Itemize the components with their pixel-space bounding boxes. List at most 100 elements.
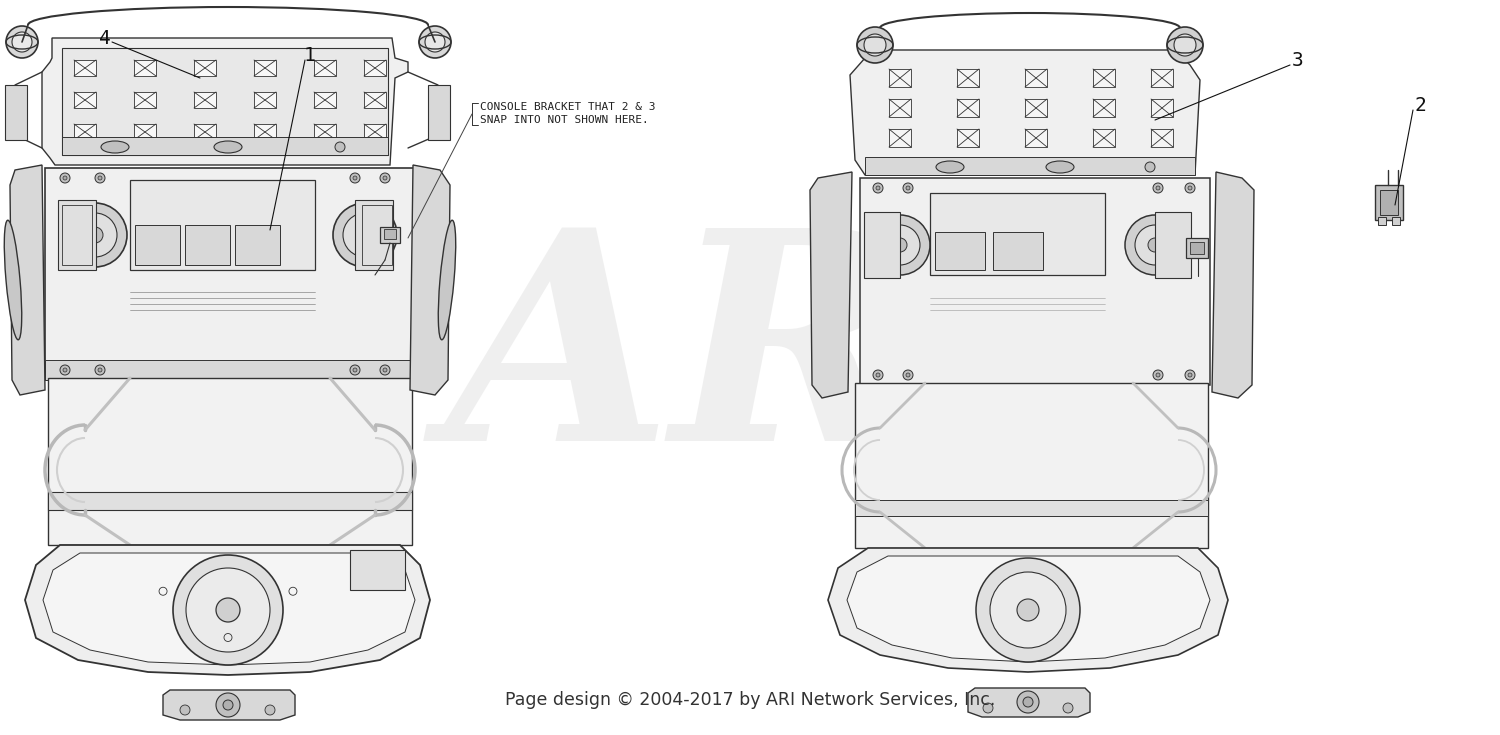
Circle shape (266, 705, 274, 715)
Bar (62, 205, 92, 265)
Circle shape (1125, 215, 1185, 275)
Bar (1150, 129, 1173, 147)
Circle shape (856, 27, 892, 63)
Circle shape (873, 183, 883, 193)
Circle shape (63, 203, 128, 267)
Bar (855, 383, 1208, 548)
Polygon shape (26, 545, 430, 675)
Circle shape (424, 32, 445, 52)
Circle shape (350, 365, 360, 375)
Bar (864, 212, 900, 278)
Circle shape (344, 213, 387, 257)
Bar (930, 193, 1106, 275)
Text: 1: 1 (304, 46, 316, 65)
Bar (1094, 69, 1114, 87)
Circle shape (352, 176, 357, 180)
Circle shape (1167, 27, 1203, 63)
Circle shape (1148, 238, 1162, 252)
Bar (58, 200, 96, 270)
Ellipse shape (438, 220, 456, 340)
Circle shape (74, 213, 117, 257)
Circle shape (382, 176, 387, 180)
Circle shape (903, 370, 914, 380)
Bar (254, 92, 276, 108)
Circle shape (6, 26, 38, 58)
Polygon shape (410, 165, 450, 395)
Circle shape (380, 365, 390, 375)
Bar (362, 205, 392, 265)
Polygon shape (1212, 172, 1254, 398)
Bar (134, 60, 156, 76)
Bar (45, 360, 416, 380)
Bar (254, 60, 276, 76)
Polygon shape (968, 688, 1090, 717)
Ellipse shape (4, 220, 21, 340)
Bar (236, 225, 280, 265)
Circle shape (1154, 370, 1162, 380)
Bar (135, 225, 180, 265)
Circle shape (906, 373, 910, 377)
Bar (1094, 99, 1114, 117)
Bar (384, 229, 396, 239)
Bar (1155, 212, 1191, 278)
Bar (184, 225, 230, 265)
Circle shape (60, 173, 70, 183)
Bar (74, 124, 96, 140)
Bar (194, 92, 216, 108)
Circle shape (1188, 373, 1192, 377)
Bar (1024, 99, 1047, 117)
Bar (356, 200, 393, 270)
Bar (855, 500, 1208, 516)
Polygon shape (850, 50, 1200, 175)
Bar (1024, 129, 1047, 147)
Circle shape (982, 703, 993, 713)
Text: CONSOLE BRACKET THAT 2 & 3: CONSOLE BRACKET THAT 2 & 3 (480, 102, 656, 112)
Bar (314, 60, 336, 76)
Polygon shape (42, 38, 408, 165)
Circle shape (357, 227, 374, 243)
Text: SNAP INTO NOT SHOWN HERE.: SNAP INTO NOT SHOWN HERE. (480, 115, 648, 125)
Circle shape (333, 203, 398, 267)
Bar (134, 92, 156, 108)
Bar (74, 60, 96, 76)
Polygon shape (164, 690, 296, 720)
Circle shape (1156, 373, 1160, 377)
Bar (364, 124, 386, 140)
Bar (1376, 185, 1402, 220)
Polygon shape (847, 556, 1210, 662)
Bar (1378, 217, 1386, 225)
Bar (45, 168, 416, 380)
Text: 3: 3 (1292, 51, 1304, 70)
Circle shape (990, 572, 1066, 648)
Circle shape (1017, 599, 1040, 621)
Circle shape (94, 365, 105, 375)
Polygon shape (10, 165, 45, 395)
Bar (865, 157, 1196, 175)
Circle shape (1144, 162, 1155, 172)
Bar (254, 124, 276, 140)
Circle shape (63, 368, 68, 372)
Bar (4, 85, 27, 140)
Polygon shape (810, 172, 852, 398)
Polygon shape (44, 553, 416, 665)
Circle shape (903, 183, 914, 193)
Circle shape (876, 373, 880, 377)
Circle shape (1154, 183, 1162, 193)
Circle shape (1174, 34, 1196, 56)
Circle shape (350, 173, 360, 183)
Bar (957, 129, 980, 147)
Bar (890, 69, 910, 87)
Circle shape (1188, 186, 1192, 190)
Circle shape (876, 186, 880, 190)
Bar (934, 232, 986, 270)
Circle shape (1064, 703, 1072, 713)
Bar (364, 92, 386, 108)
Bar (364, 60, 386, 76)
Bar (890, 129, 910, 147)
Ellipse shape (214, 141, 242, 153)
Circle shape (976, 558, 1080, 662)
Circle shape (380, 173, 390, 183)
Bar (48, 378, 413, 545)
Circle shape (1156, 186, 1160, 190)
Bar (1150, 69, 1173, 87)
